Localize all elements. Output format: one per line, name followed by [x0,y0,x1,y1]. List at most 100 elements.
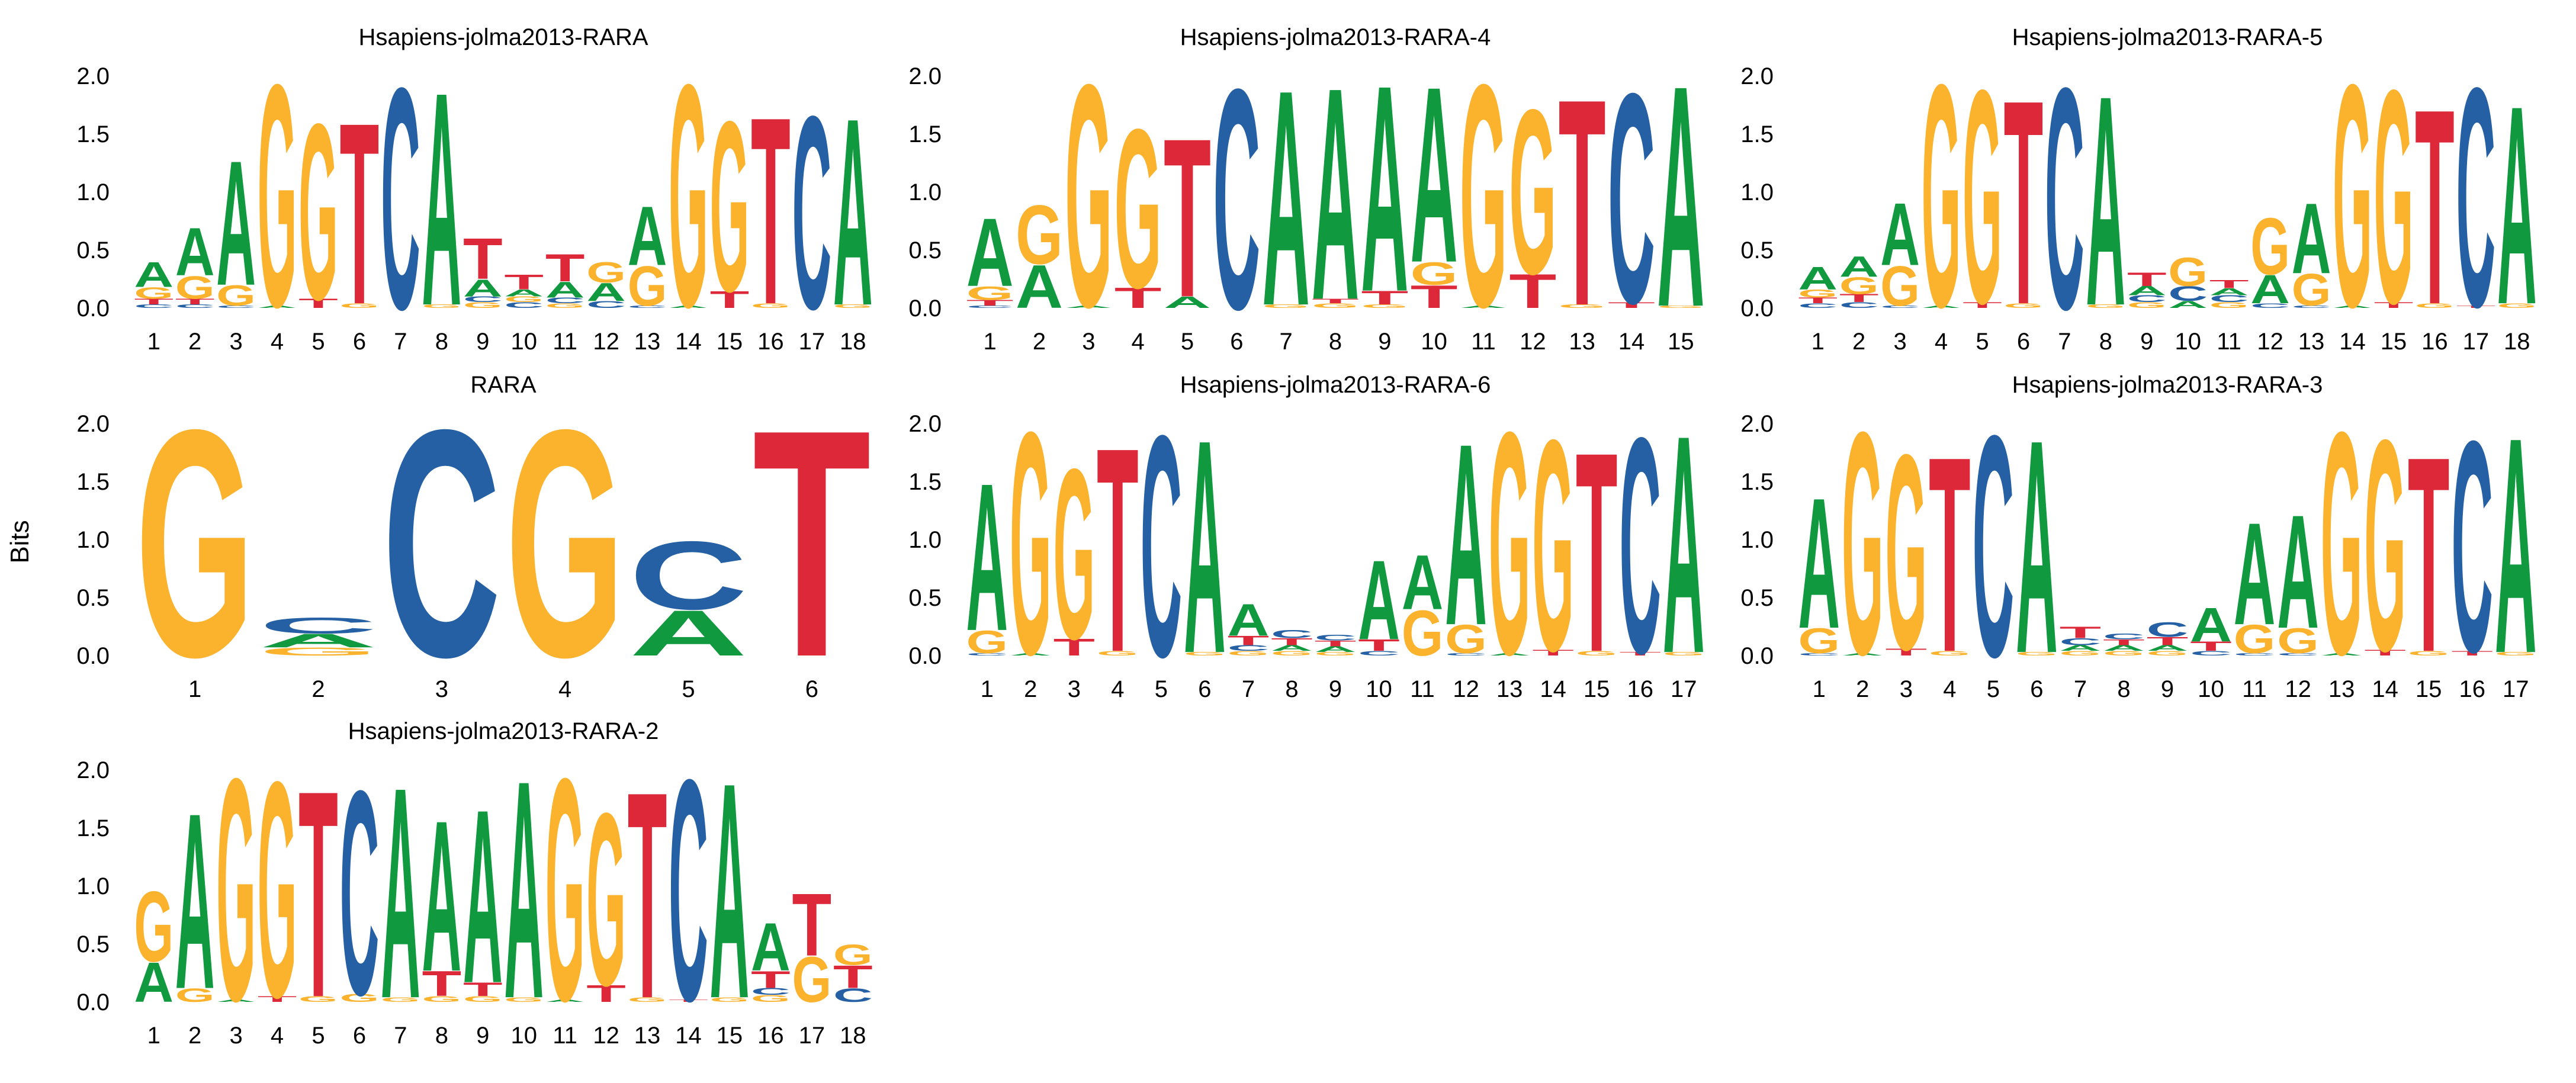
x-tick-label: 13 [634,329,661,355]
logo-letter-T: T [2209,278,2249,291]
logo-letter-T: T [966,298,1014,307]
x-tick-label: 18 [840,1023,866,1049]
logo-letter-G: G [340,302,380,309]
logo-letter-A: A [1839,250,1879,282]
logo-letter-C: C [2234,653,2276,656]
logo-letter-G: G [381,996,420,1003]
logo-letter-G: G [1922,18,1961,373]
logo-letter-G: G [2147,650,2189,657]
logo-letter-T: T [545,246,585,290]
x-tick-label: 8 [1285,676,1298,702]
logo-letter-C: C [2190,650,2232,657]
logo-letter-A: A [2333,305,2372,308]
logo-letter-C: C [340,730,380,1056]
logo-letter-G: G [1445,617,1487,663]
logo-letter-G: G [1509,62,1556,323]
logo-letter-A: A [258,305,297,308]
logo-letter-T: T [751,62,791,361]
logo-letter-C: C [1228,644,1270,653]
x-tick-label: 9 [476,329,489,355]
logo-letter-G: G [586,761,626,1037]
logo-letter-C: C [966,305,1014,308]
logo-letter-A: A [422,776,462,1017]
logo-letter-A: A [1164,294,1211,312]
logo-letter-G: G [2004,302,2044,309]
x-tick-label: 3 [435,676,448,702]
logo-letter-T: T [1929,399,1971,710]
logo-letter-T: T [504,271,544,294]
logo-letter-G: G [463,301,503,310]
logo-letter-G: G [628,255,667,318]
x-tick-label: 17 [2463,329,2490,355]
panel-title: Hsapiens-jolma2013-RARA-2 [348,718,659,744]
logo-letter-G: G [1053,419,1096,690]
logo-letter-T: T [2060,624,2102,642]
logo-letter-A: A [1798,261,1838,297]
x-tick-label: 6 [805,676,818,702]
logo-letter-T: T [463,979,503,1001]
logo-letter-G: G [175,984,215,1006]
logo-letter-A: A [422,29,462,369]
logo-letter-T: T [710,286,750,313]
logo-letter-G: G [1184,651,1226,657]
logo-letter-G: G [134,284,174,303]
logo-letter-A: A [1312,25,1359,364]
logo-letter-C: C [1445,653,1487,656]
logo-letter-G: G [966,624,1008,660]
logo-letter-G: G [2016,651,2058,657]
x-tick-label: 11 [553,1023,577,1049]
panel-title: Hsapiens-jolma2013-RARA-5 [2012,24,2323,50]
x-tick-label: 15 [717,1023,743,1049]
y-tick-label: 0.0 [1740,295,1774,322]
x-tick-label: 15 [2381,329,2407,355]
logo-letter-A: A [1361,24,1408,353]
x-tick-label: 5 [682,676,695,702]
x-tick-label: 16 [1627,676,1653,702]
logo-letter-G: G [1880,255,1920,318]
logo-letter-T: T [298,730,338,1059]
logo-letter-A: A [629,597,748,670]
y-tick-label: 0.5 [76,931,110,957]
x-tick-label: 1 [1811,329,1825,355]
x-tick-label: 6 [353,329,366,355]
logo-letter-G: G [1065,18,1112,373]
x-tick-label: 12 [2257,329,2283,355]
logo-letter-T: T [1164,91,1211,345]
logo-letter-C: C [1619,374,1661,718]
x-tick-label: 7 [1242,676,1255,702]
logo-letter-A: A [1922,305,1961,308]
x-tick-label: 1 [981,676,994,702]
x-tick-label: 17 [799,1023,826,1049]
y-tick-label: 1.0 [76,179,110,205]
x-tick-label: 2 [188,329,201,355]
x-tick-label: 13 [2298,329,2325,355]
logo-letter-T: T [2415,52,2455,363]
x-tick-label: 9 [2161,676,2174,702]
logo-letter-G: G [136,362,254,725]
y-tick-label: 0.0 [908,643,942,669]
x-tick-label: 2 [188,1023,201,1049]
logo-letter-A: A [134,255,174,295]
x-tick-label: 11 [2217,329,2241,355]
x-tick-label: 4 [271,329,284,355]
logo-letter-A: A [1271,644,1313,653]
x-tick-label: 15 [1583,676,1610,702]
x-tick-label: 16 [757,1023,784,1049]
x-tick-label: 3 [1082,329,1095,355]
x-tick-label: 5 [311,1023,325,1049]
logo-letter-C: C [2250,302,2290,309]
logo-letter-G: G [833,939,873,971]
logo-letter-T: T [1228,634,1270,648]
logo-letter-C: C [1880,305,1920,308]
logo-letter-G: G [792,943,832,1016]
logo-letter-T: T [463,227,503,292]
logo-letter-C: C [792,59,832,367]
logo-letter-A: A [2060,644,2102,653]
logo-letter-A: A [216,999,256,1002]
logo-letter-A: A [669,305,708,308]
logo-letter-T: T [1559,38,1606,368]
logo-letter-G: G [1663,651,1705,657]
y-tick-label: 1.5 [1740,469,1774,495]
logo-letter-T: T [586,980,626,1007]
x-tick-label: 2 [1852,329,1865,355]
